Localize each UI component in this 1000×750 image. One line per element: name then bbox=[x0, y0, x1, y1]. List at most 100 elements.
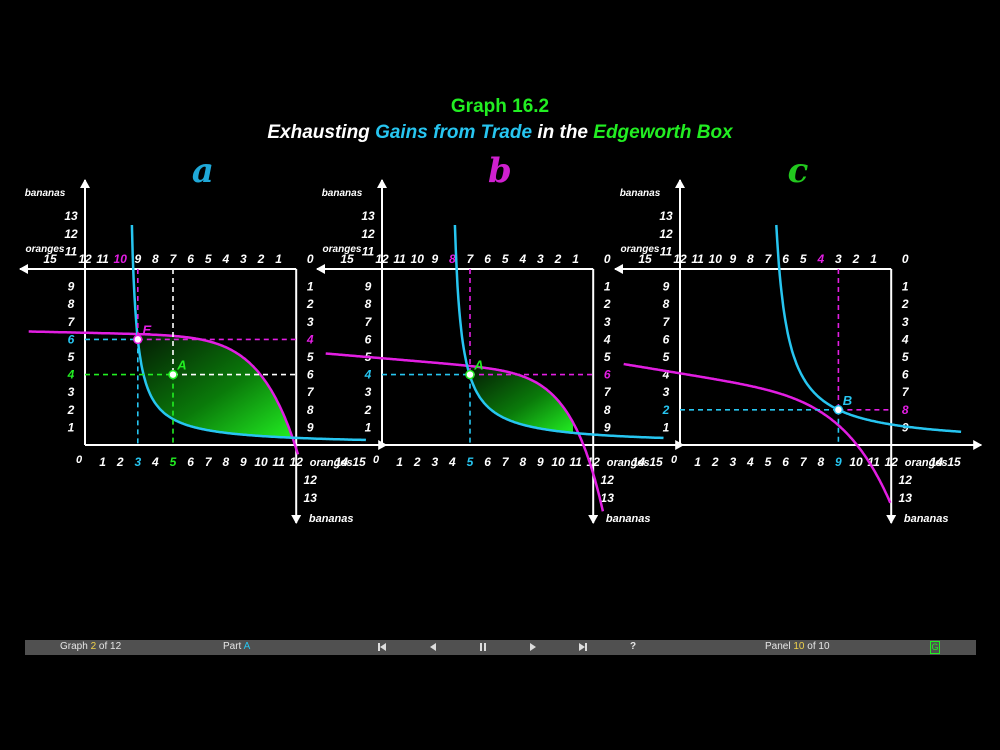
left-tick: 1 bbox=[365, 420, 372, 434]
left-tick: 5 bbox=[68, 350, 75, 364]
top-tick: 9 bbox=[431, 252, 438, 266]
bottom-tick: 4 bbox=[448, 455, 456, 469]
previous-button[interactable] bbox=[428, 642, 438, 652]
bottom-tick: 11 bbox=[272, 455, 285, 469]
top-tick: 10 bbox=[411, 252, 425, 266]
left-tick: 4 bbox=[67, 368, 75, 382]
bottom-tick: 15 bbox=[947, 455, 961, 469]
right-tick: 8 bbox=[307, 403, 314, 417]
top-tick: 11 bbox=[691, 252, 704, 266]
bottom-tick: 8 bbox=[519, 455, 526, 469]
bottom-tick: 9 bbox=[835, 455, 842, 469]
left-tick: 3 bbox=[663, 385, 670, 399]
bottom-tick: 5 bbox=[170, 455, 177, 469]
right-tick: 12 bbox=[304, 473, 318, 487]
pause-button[interactable] bbox=[478, 642, 488, 652]
person2-indifference-curve bbox=[28, 330, 300, 455]
top-tick: 12 bbox=[673, 252, 687, 266]
bottom-tick: 2 bbox=[116, 455, 124, 469]
top-tick: 11 bbox=[96, 252, 109, 266]
bottom-tick: 10 bbox=[254, 455, 268, 469]
right-tick: 7 bbox=[307, 385, 315, 399]
bottom-tick: 6 bbox=[782, 455, 789, 469]
help-button[interactable]: ? bbox=[630, 641, 637, 652]
top-tick: 3 bbox=[835, 252, 842, 266]
subtitle-part-0: Exhausting bbox=[267, 122, 376, 143]
top-tick: 2 bbox=[257, 252, 265, 266]
left-tick: 3 bbox=[365, 385, 372, 399]
right-tick: 2 bbox=[603, 297, 611, 311]
top-tick: 9 bbox=[134, 252, 141, 266]
g-button[interactable]: G bbox=[930, 641, 940, 654]
person1-indifference-curve bbox=[453, 224, 664, 440]
bottom-tick: 12 bbox=[290, 455, 304, 469]
bottom-tick: 1 bbox=[694, 455, 701, 469]
right-tick: 5 bbox=[902, 350, 909, 364]
left-tick: 7 bbox=[365, 315, 373, 329]
allocation-point bbox=[833, 405, 844, 415]
person1-indifference-curve bbox=[130, 224, 367, 442]
top-tick: 11 bbox=[393, 252, 406, 266]
top-tick: 3 bbox=[240, 252, 247, 266]
right-tick: 3 bbox=[902, 315, 909, 329]
first-button[interactable] bbox=[377, 642, 387, 652]
right-tick: 4 bbox=[901, 332, 909, 346]
last-button[interactable] bbox=[578, 642, 588, 652]
bottom-tick: 6 bbox=[484, 455, 491, 469]
bottom-tick: 1 bbox=[99, 455, 106, 469]
bottom-tick: 5 bbox=[467, 455, 474, 469]
bottom-tick: 4 bbox=[151, 455, 159, 469]
subtitle-part-1: Gains from Trade bbox=[375, 122, 533, 143]
left-tick: 6 bbox=[365, 332, 372, 346]
bottom-tick: 3 bbox=[134, 455, 141, 469]
right-tick: 12 bbox=[899, 473, 913, 487]
top-tick: 10 bbox=[114, 252, 128, 266]
next-button[interactable] bbox=[528, 642, 538, 652]
bottom-tick: 11 bbox=[569, 455, 582, 469]
left-tick: 11 bbox=[362, 244, 375, 258]
top-tick: 0 bbox=[902, 252, 909, 266]
left-tick: 13 bbox=[64, 209, 78, 223]
right-tick: 8 bbox=[604, 403, 611, 417]
right-tick: 3 bbox=[604, 315, 611, 329]
subtitle-part-3: Edgeworth Box bbox=[593, 122, 733, 143]
left-tick: 9 bbox=[365, 280, 372, 294]
point-label: A bbox=[473, 358, 483, 373]
bottom-tick: 7 bbox=[205, 455, 213, 469]
origin-label: 0 bbox=[76, 454, 83, 466]
right-tick: 13 bbox=[304, 491, 318, 505]
bananas-label-bottom: bananas bbox=[904, 513, 949, 525]
bananas-label-top: bananas bbox=[620, 188, 661, 199]
bottom-tick: 6 bbox=[187, 455, 194, 469]
right-tick: 13 bbox=[899, 491, 913, 505]
top-tick: 1 bbox=[572, 252, 579, 266]
top-tick: 0 bbox=[604, 252, 611, 266]
bottom-tick: 9 bbox=[240, 455, 247, 469]
top-tick: 4 bbox=[816, 252, 824, 266]
left-tick: 7 bbox=[663, 315, 671, 329]
left-tick: 4 bbox=[364, 368, 372, 382]
left-tick: 4 bbox=[662, 368, 670, 382]
person2-indifference-curve bbox=[325, 352, 605, 512]
top-tick: 15 bbox=[638, 252, 652, 266]
top-tick: 8 bbox=[152, 252, 159, 266]
right-tick: 6 bbox=[902, 368, 909, 382]
top-tick: 7 bbox=[765, 252, 773, 266]
bottom-tick: 14 bbox=[335, 455, 349, 469]
right-tick: 6 bbox=[604, 368, 611, 382]
top-tick: 15 bbox=[340, 252, 354, 266]
left-tick: 12 bbox=[659, 227, 673, 241]
origin-label: 0 bbox=[373, 454, 380, 466]
left-tick: 13 bbox=[659, 209, 673, 223]
oranges-label-top: oranges bbox=[26, 244, 65, 255]
left-tick: 2 bbox=[67, 403, 75, 417]
person2-indifference-curve bbox=[623, 362, 892, 504]
top-tick: 2 bbox=[852, 252, 860, 266]
left-tick: 8 bbox=[663, 297, 670, 311]
top-tick: 5 bbox=[205, 252, 212, 266]
bananas-label-top: bananas bbox=[25, 188, 66, 199]
graph-counter: Graph 2 of 12 bbox=[60, 641, 122, 652]
top-tick: 9 bbox=[729, 252, 736, 266]
point-label: E bbox=[142, 322, 151, 337]
